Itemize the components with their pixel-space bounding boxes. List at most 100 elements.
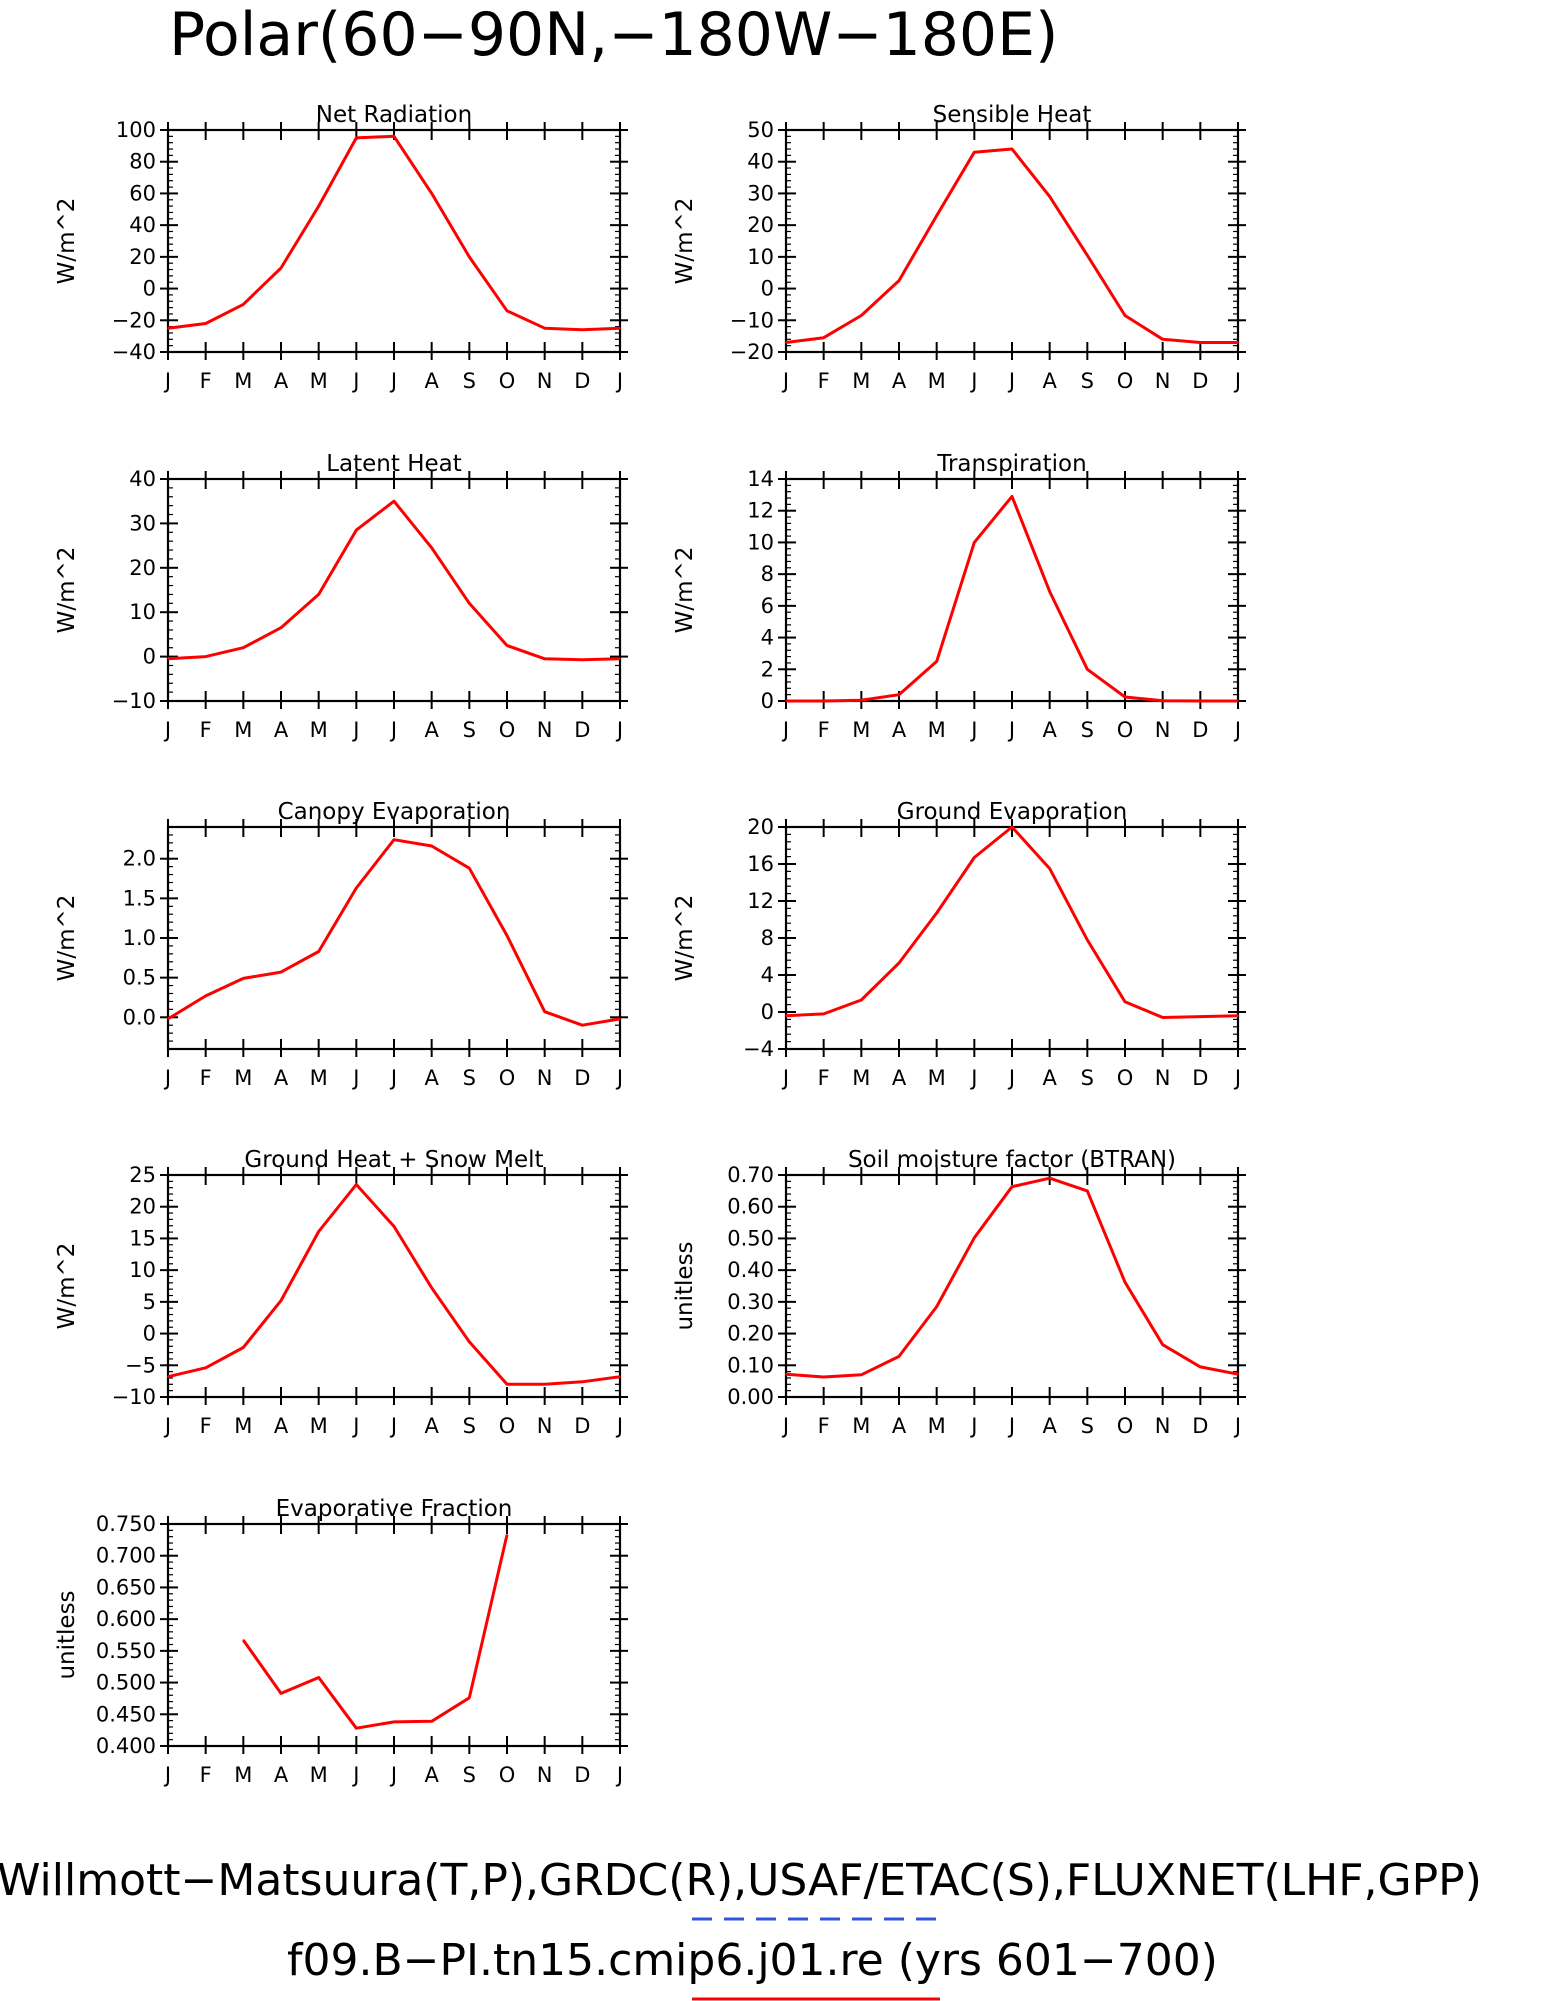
- data-point: [860, 999, 863, 1001]
- y-tick-label: 0.30: [727, 1290, 774, 1314]
- data-point: [468, 256, 471, 258]
- data-point: [785, 1014, 787, 1017]
- x-tick-label: A: [424, 718, 439, 742]
- y-tick-label: −4: [743, 1037, 774, 1061]
- x-tick-label: D: [1192, 1414, 1208, 1438]
- y-tick-label: 30: [129, 511, 156, 535]
- x-tick-label: J: [615, 1763, 623, 1787]
- y-tick-label: 0.550: [96, 1639, 156, 1663]
- x-tick-label: N: [1155, 1066, 1171, 1090]
- y-tick-label: 0.450: [96, 1702, 156, 1726]
- y-tick-label: 80: [129, 150, 156, 174]
- data-point: [167, 327, 169, 330]
- x-tick-label: M: [310, 1763, 328, 1787]
- y-tick-label: 1.0: [123, 926, 156, 950]
- chart-panel: Evaporative Fractionunitless0.4000.4500.…: [54, 1496, 628, 1787]
- x-tick-label: J: [389, 369, 397, 393]
- data-point: [619, 1018, 621, 1020]
- y-tick-label: 0.400: [96, 1734, 156, 1758]
- x-tick-label: M: [852, 1066, 870, 1090]
- y-tick-label: 20: [129, 556, 156, 580]
- data-point: [430, 1720, 433, 1723]
- x-tick-label: F: [818, 1066, 830, 1090]
- data-point: [167, 1018, 169, 1020]
- x-tick-label: J: [1233, 1066, 1241, 1090]
- series-line: [167, 838, 621, 1027]
- x-tick-label: J: [781, 718, 789, 742]
- x-tick-label: F: [200, 718, 212, 742]
- data-point: [242, 646, 245, 649]
- y-tick-label: 15: [129, 1226, 156, 1250]
- y-tick-label: 10: [129, 600, 156, 624]
- data-point: [1199, 341, 1202, 344]
- data-point: [898, 693, 900, 696]
- y-axis-label: W/m^2: [54, 1243, 80, 1330]
- y-tick-label: 25: [129, 1163, 156, 1187]
- x-tick-label: S: [463, 369, 476, 393]
- data-point: [785, 700, 787, 702]
- data-point: [506, 934, 508, 937]
- y-tick-label: 40: [129, 213, 156, 237]
- x-tick-label: A: [424, 1414, 439, 1438]
- x-tick-label: J: [615, 1066, 623, 1090]
- data-point: [973, 151, 976, 153]
- y-tick-label: 20: [129, 1195, 156, 1219]
- x-tick-label: A: [892, 1066, 907, 1090]
- x-tick-label: A: [274, 1066, 289, 1090]
- x-tick-label: M: [234, 1414, 252, 1438]
- x-tick-label: F: [200, 1763, 212, 1787]
- data-point: [393, 1225, 395, 1228]
- x-tick-label: A: [424, 369, 439, 393]
- data-point: [204, 655, 207, 658]
- data-point: [506, 1383, 508, 1386]
- y-tick-label: 0: [143, 645, 156, 669]
- y-tick-label: 0.40: [727, 1258, 774, 1282]
- x-tick-label: J: [969, 1414, 977, 1438]
- y-axis-label: W/m^2: [54, 895, 80, 982]
- x-tick-label: F: [200, 369, 212, 393]
- x-tick-label: A: [892, 718, 907, 742]
- data-point: [543, 1010, 546, 1013]
- data-point: [935, 214, 938, 217]
- x-tick-label: D: [1192, 1066, 1208, 1090]
- data-point: [167, 658, 169, 660]
- y-tick-label: −10: [112, 1385, 156, 1409]
- data-point: [468, 867, 471, 870]
- y-tick-label: 12: [747, 889, 774, 913]
- data-point: [1199, 1366, 1202, 1368]
- x-tick-label: O: [499, 1763, 516, 1787]
- data-point: [468, 1696, 471, 1699]
- y-tick-label: 0: [761, 277, 774, 301]
- data-point: [506, 309, 508, 312]
- y-tick-label: 14: [747, 467, 774, 491]
- x-tick-label: M: [310, 1066, 328, 1090]
- y-tick-label: 4: [761, 626, 774, 650]
- y-axis-label: unitless: [54, 1590, 80, 1679]
- x-tick-label: J: [1233, 1414, 1241, 1438]
- data-point: [1086, 668, 1089, 671]
- data-point: [822, 1376, 825, 1378]
- data-point: [1011, 1185, 1013, 1188]
- series-line: [167, 134, 621, 332]
- y-tick-label: 0: [143, 277, 156, 301]
- x-tick-label: M: [852, 718, 870, 742]
- data-point: [280, 1299, 282, 1302]
- series-line: [167, 1183, 621, 1386]
- data-point: [317, 950, 320, 953]
- data-point: [898, 1355, 900, 1358]
- y-tick-label: 60: [129, 181, 156, 205]
- x-tick-label: A: [274, 369, 289, 393]
- y-tick-label: 40: [129, 467, 156, 491]
- data-point: [242, 1639, 245, 1641]
- y-axis-label: unitless: [672, 1241, 698, 1330]
- data-point: [430, 547, 433, 549]
- x-tick-label: J: [969, 1066, 977, 1090]
- series-line: [785, 1176, 1239, 1379]
- data-point: [822, 336, 825, 339]
- data-point: [1161, 1343, 1164, 1346]
- x-tick-label: A: [274, 1414, 289, 1438]
- x-tick-label: M: [234, 369, 252, 393]
- data-point: [1086, 939, 1089, 941]
